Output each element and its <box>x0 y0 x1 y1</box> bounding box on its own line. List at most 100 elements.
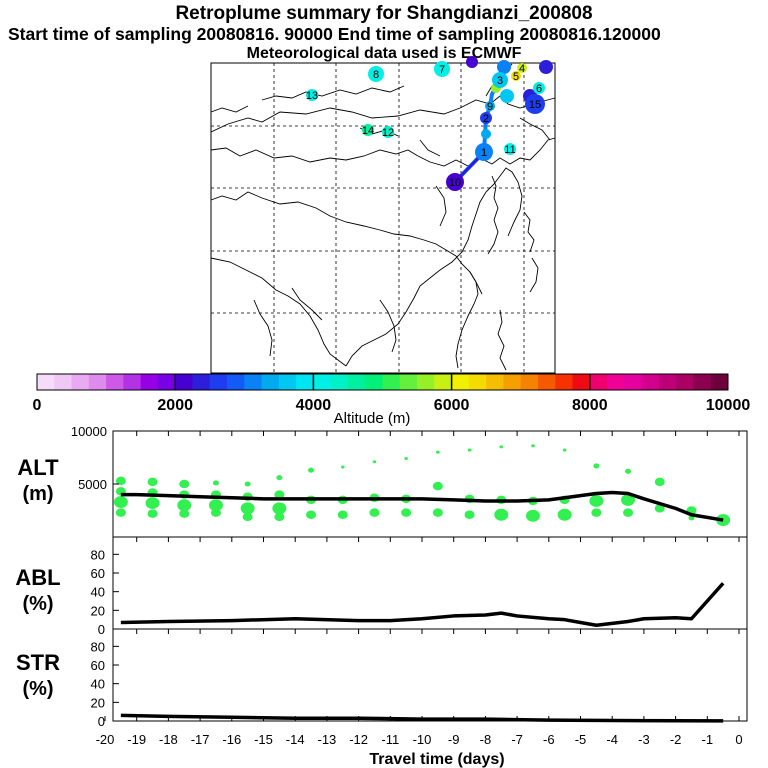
colorbar-cell <box>486 374 504 390</box>
x-axis-title: Travel time (days) <box>369 751 504 768</box>
alt-plume-point <box>593 463 600 469</box>
abl-ytick-label: 40 <box>91 585 105 600</box>
alt-plume-point <box>531 444 535 448</box>
plume-centroid-10 <box>446 173 464 191</box>
plume-centroid-4 <box>517 63 527 73</box>
colorbar-frame <box>36 373 729 391</box>
x-tick-label: -3 <box>638 732 650 747</box>
altitude-colorbar: 0 2000 4000 6000 8000 10000 Altitude (m) <box>33 373 751 427</box>
alt-plume-point <box>113 496 128 508</box>
sampling-time-subtitle: Start time of sampling 20080816. 90000 E… <box>8 24 661 44</box>
plume-centroid-3 <box>492 72 508 88</box>
colorbar-tick-label: 6000 <box>434 397 470 414</box>
alt-plume-point <box>654 477 665 487</box>
str-panel-label: STR <box>16 650 60 675</box>
colorbar-tick-label: 2000 <box>157 397 193 414</box>
alt-plume-point <box>115 476 126 486</box>
str-ytick-label: 80 <box>91 639 105 654</box>
plume-centroid-label-14: 14 <box>362 125 374 137</box>
alt-plume-point <box>276 475 283 481</box>
colorbar-cell <box>520 374 539 390</box>
alt-plume-point <box>145 497 160 510</box>
alt-plume-point <box>212 480 219 486</box>
x-tick-label: -19 <box>127 732 146 747</box>
colorbar-cell <box>365 374 383 390</box>
x-tick-label: -7 <box>511 732 523 747</box>
alt-plume-point <box>621 493 636 506</box>
colorbar-cell <box>227 374 245 390</box>
alt-plume-point <box>337 510 348 519</box>
colorbar-cell <box>71 374 90 390</box>
alt-plume-point <box>467 448 472 452</box>
plume-centroid-label-15: 15 <box>529 99 541 111</box>
colorbar-cell <box>710 374 729 390</box>
colorbar-cell <box>451 374 470 390</box>
alt-plume-point <box>499 445 504 449</box>
plume-blob <box>466 56 478 68</box>
colorbar-cell <box>607 374 625 390</box>
plume-blob <box>481 129 491 139</box>
alt-series-line <box>120 490 724 522</box>
plume-blob <box>539 60 553 74</box>
plume-centroid-label-4: 4 <box>519 63 525 75</box>
alt-plume-point <box>432 481 443 491</box>
plume-centroid-label-3: 3 <box>497 75 503 87</box>
alt-plume-point <box>208 499 223 512</box>
abl-panel-label: ABL <box>15 565 60 590</box>
alt-plume-point <box>623 508 634 517</box>
colorbar-cell <box>244 374 263 390</box>
alt-plume-point <box>272 502 287 515</box>
plume-centroid-label-13: 13 <box>306 90 318 102</box>
colorbar-cell <box>123 374 142 390</box>
colorbar-cell <box>503 374 522 390</box>
colorbar-cell <box>589 374 608 390</box>
colorbar-tick-label: 0 <box>33 397 42 414</box>
x-tick-label: -14 <box>286 732 305 747</box>
colorbar-cell <box>140 374 159 390</box>
plume-centroid-label-10: 10 <box>449 177 461 189</box>
colorbar-cell <box>468 374 487 390</box>
x-tick-label: -17 <box>191 732 210 747</box>
colorbar-tick-label: 8000 <box>572 397 608 414</box>
alt-plume-point <box>432 508 443 517</box>
colorbar-tick-label: 10000 <box>706 397 751 414</box>
colorbar-cell <box>296 374 314 390</box>
alt-plume-point <box>404 457 408 461</box>
abl-ytick-label: 0 <box>98 622 105 637</box>
alt-plume-point <box>340 465 345 469</box>
meteorological-data-note: Meteorological data used is ECMWF <box>246 45 522 62</box>
alt-plume-point <box>274 512 285 522</box>
alt-plume-point <box>562 448 567 452</box>
abl-panel-unit: (%) <box>22 593 53 615</box>
colorbar-cell <box>399 374 418 390</box>
map-frame <box>210 62 556 374</box>
alt-plume-point <box>436 450 440 454</box>
alt-plume-point <box>115 508 126 517</box>
plume-centroid-label-2: 2 <box>483 113 489 125</box>
alt-plume-point <box>306 510 317 519</box>
time-series-panels: ALT (m) ABL (%) STR (%) 10000 5000 80 60 40 2… <box>15 424 748 768</box>
colorbar-cell <box>693 374 712 390</box>
plume-centroid-label-11: 11 <box>504 144 515 156</box>
colorbar-cell <box>641 374 660 390</box>
panels-frame <box>112 430 748 722</box>
alt-plume-point <box>464 510 475 519</box>
alt-plume-point <box>210 508 221 517</box>
coastlines-borders <box>210 63 556 371</box>
plume-centroid-label-1: 1 <box>481 147 487 159</box>
colorbar-cell <box>417 374 435 390</box>
colorbar-cell <box>555 374 574 390</box>
plume-centroid-9 <box>485 101 495 111</box>
colorbar-cell <box>106 374 124 390</box>
x-tick-label: -4 <box>606 732 618 747</box>
alt-panel-label: ALT <box>17 455 59 480</box>
alt-ytick-label: 10000 <box>71 424 107 439</box>
alt-plume-point <box>654 504 665 513</box>
colorbar-cell <box>624 374 643 390</box>
plume-centroid-5 <box>511 71 521 81</box>
colorbar-cell <box>434 374 453 390</box>
colorbar-cell <box>313 374 332 390</box>
alt-plume-point <box>179 479 190 489</box>
x-tick-label: -2 <box>670 732 682 747</box>
